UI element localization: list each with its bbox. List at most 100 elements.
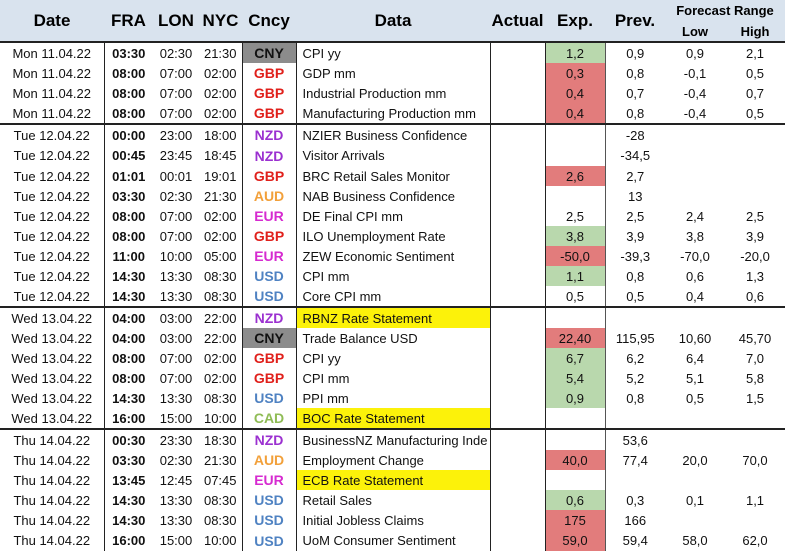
date-cell: Thu 14.04.22	[0, 530, 105, 551]
event-name-cell: Core CPI mm	[296, 286, 491, 307]
currency-cell: GBP	[242, 103, 297, 124]
nyc-time-cell: 02:00	[199, 63, 243, 83]
actual-cell	[490, 63, 546, 83]
previous-cell	[605, 306, 665, 328]
fra-time-cell: 00:30	[104, 428, 153, 450]
forecast-high-cell	[725, 145, 785, 166]
lon-time-cell: 13:30	[159, 492, 193, 508]
expected-cell	[544, 306, 606, 328]
forecast-low-cell: 0,9	[665, 41, 725, 63]
actual-cell	[490, 206, 546, 226]
forecast-low-cell	[665, 186, 725, 206]
fra-time-cell: 04:00	[104, 306, 153, 328]
forecast-low-cell: -0,1	[683, 65, 707, 81]
forecast-high-cell: 0,5	[745, 65, 765, 81]
forecast-low-cell: 0,4	[685, 288, 705, 304]
event-name-cell: Employment Change	[296, 450, 491, 470]
nyc-time-cell: 10:00	[199, 408, 243, 429]
fra-time-cell: 14:30	[112, 512, 146, 528]
forecast-high-cell	[725, 306, 786, 328]
currency-cell: GBP	[242, 368, 297, 388]
date-cell: Mon 11.04.22	[0, 83, 105, 103]
nyc-time-cell: 18:30	[199, 428, 243, 450]
actual-cell	[490, 490, 546, 510]
fra-time-cell: 08:00	[112, 65, 146, 81]
previous-cell: -28	[605, 123, 665, 145]
header-exp: Exp.	[545, 0, 605, 42]
nyc-time-cell: 19:01	[199, 166, 243, 186]
fra-time-cell: 08:00	[112, 208, 146, 224]
currency-cell: EUR	[242, 206, 297, 226]
event-name-cell: Visitor Arrivals	[296, 145, 491, 166]
currency-cell: USD	[242, 510, 297, 530]
nyc-time-cell: 02:00	[199, 206, 243, 226]
table-row: Thu 14.04.22 13:45 12:45 07:45 EUR ECB Rate S…	[0, 470, 785, 490]
forecast-low-cell: 2,4	[685, 208, 705, 224]
previous-cell: 0,8	[626, 65, 645, 81]
forecast-high-cell: 3,9	[745, 228, 765, 244]
lon-time-cell: 10:00	[159, 248, 193, 264]
actual-cell	[490, 348, 546, 368]
currency-cell: USD	[242, 490, 297, 510]
expected-cell: 22,40	[544, 328, 606, 348]
forecast-low-cell	[665, 123, 725, 145]
table-row: Wed 13.04.22 04:00 03:00 22:00 CNY Trade Bala…	[0, 328, 785, 348]
fra-time-cell: 11:00	[112, 248, 146, 264]
table-row: Wed 13.04.22 08:00 07:00 02:00 GBP CPI mm 5,4 5…	[0, 368, 785, 388]
fra-time-cell: 08:00	[112, 105, 146, 121]
forecast-low-cell	[665, 145, 725, 166]
expected-cell	[544, 123, 606, 145]
previous-cell: -39,3	[620, 248, 651, 264]
event-name-cell: BOC Rate Statement	[296, 408, 491, 429]
event-name-cell: RBNZ Rate Statement	[296, 306, 491, 328]
event-name-cell: UoM Consumer Sentiment	[296, 530, 491, 551]
table-row: Tue 12.04.22 00:45 23:45 18:45 NZD Visitor Ar…	[0, 145, 785, 166]
forecast-high-cell: 1,5	[745, 390, 765, 406]
actual-cell	[490, 450, 546, 470]
date-cell: Mon 11.04.22	[0, 63, 105, 83]
forecast-high-cell: 2,5	[745, 208, 765, 224]
forecast-high-cell: 0,5	[745, 105, 765, 121]
currency-cell: USD	[242, 286, 297, 307]
forecast-low-cell: 6,4	[685, 350, 705, 366]
event-name-cell: CPI mm	[296, 368, 491, 388]
table-row: Thu 14.04.22 14:30 13:30 08:30 USD Initial Jo…	[0, 510, 785, 530]
previous-cell: 0,8	[626, 390, 645, 406]
actual-cell	[490, 145, 546, 166]
previous-cell: 0,3	[626, 492, 645, 508]
nyc-time-cell: 02:00	[199, 226, 243, 246]
lon-time-cell: 07:00	[159, 85, 193, 101]
table-row: Mon 11.04.22 03:30 02:30 21:30 CNY CPI yy 1,2 0…	[0, 41, 786, 63]
actual-cell	[490, 328, 546, 348]
expected-cell: 0,4	[544, 83, 606, 103]
event-name-cell: Manufacturing Production mm	[296, 103, 491, 124]
actual-cell	[490, 470, 546, 490]
forecast-low-cell	[665, 428, 725, 450]
lon-time-cell: 13:30	[159, 512, 193, 528]
actual-cell	[490, 306, 546, 328]
expected-cell: 175	[544, 510, 606, 530]
date-cell: Thu 14.04.22	[0, 450, 105, 470]
fra-time-cell: 08:00	[112, 228, 146, 244]
lon-time-cell: 23:45	[159, 148, 193, 163]
previous-cell: 2,7	[626, 168, 645, 184]
currency-cell: USD	[242, 266, 297, 286]
header-data: Data	[296, 0, 490, 42]
currency-cell: NZD	[242, 123, 297, 145]
lon-time-cell: 12:45	[159, 472, 193, 488]
header-actual: Actual	[490, 0, 545, 42]
date-cell: Wed 13.04.22	[0, 306, 105, 328]
lon-time-cell: 07:00	[159, 105, 193, 121]
lon-time-cell: 15:00	[159, 533, 193, 548]
table-row: Tue 12.04.22 03:30 02:30 21:30 AUD NAB Busine…	[0, 186, 785, 206]
previous-cell: 2,5	[626, 208, 645, 224]
event-name-cell: ZEW Economic Sentiment	[296, 246, 491, 266]
expected-cell: 0,4	[544, 103, 606, 124]
date-cell: Wed 13.04.22	[0, 388, 105, 408]
expected-cell: 1,1	[544, 266, 606, 286]
expected-cell: 2,5	[544, 206, 606, 226]
nyc-time-cell: 21:30	[199, 41, 243, 63]
forecast-low-cell	[665, 306, 725, 328]
lon-time-cell: 13:30	[159, 390, 193, 406]
expected-cell: 1,2	[544, 41, 606, 63]
